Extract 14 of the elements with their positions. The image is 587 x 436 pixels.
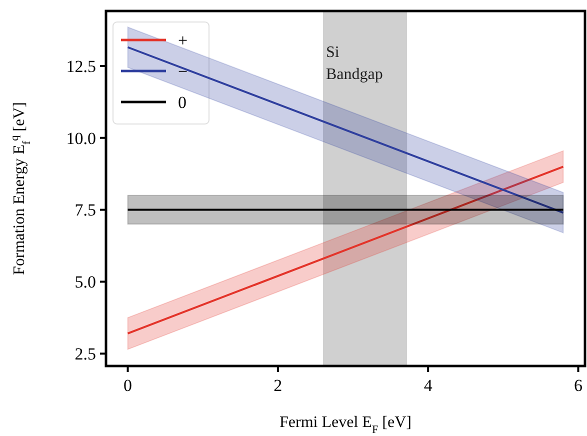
- x-tick-label: 4: [424, 376, 433, 395]
- legend-label: −: [178, 62, 188, 81]
- x-axis-title: Fermi Level E$_{F}$ [eV]: [280, 414, 412, 436]
- band-label: Si Bandgap: [326, 44, 383, 83]
- y-tick-label: 7.5: [74, 200, 96, 220]
- legend-label: +: [178, 30, 188, 50]
- x-tick-label: 2: [274, 376, 282, 395]
- y-tick-label: 5.0: [74, 272, 96, 292]
- y-tick-label: 12.5: [66, 56, 96, 76]
- x-tick-label: 0: [124, 376, 132, 395]
- legend-label: 0: [178, 92, 186, 112]
- x-tick-label: 6: [574, 376, 582, 395]
- y-tick-label: 10.0: [66, 128, 96, 148]
- y-tick-label: 2.5: [74, 344, 96, 364]
